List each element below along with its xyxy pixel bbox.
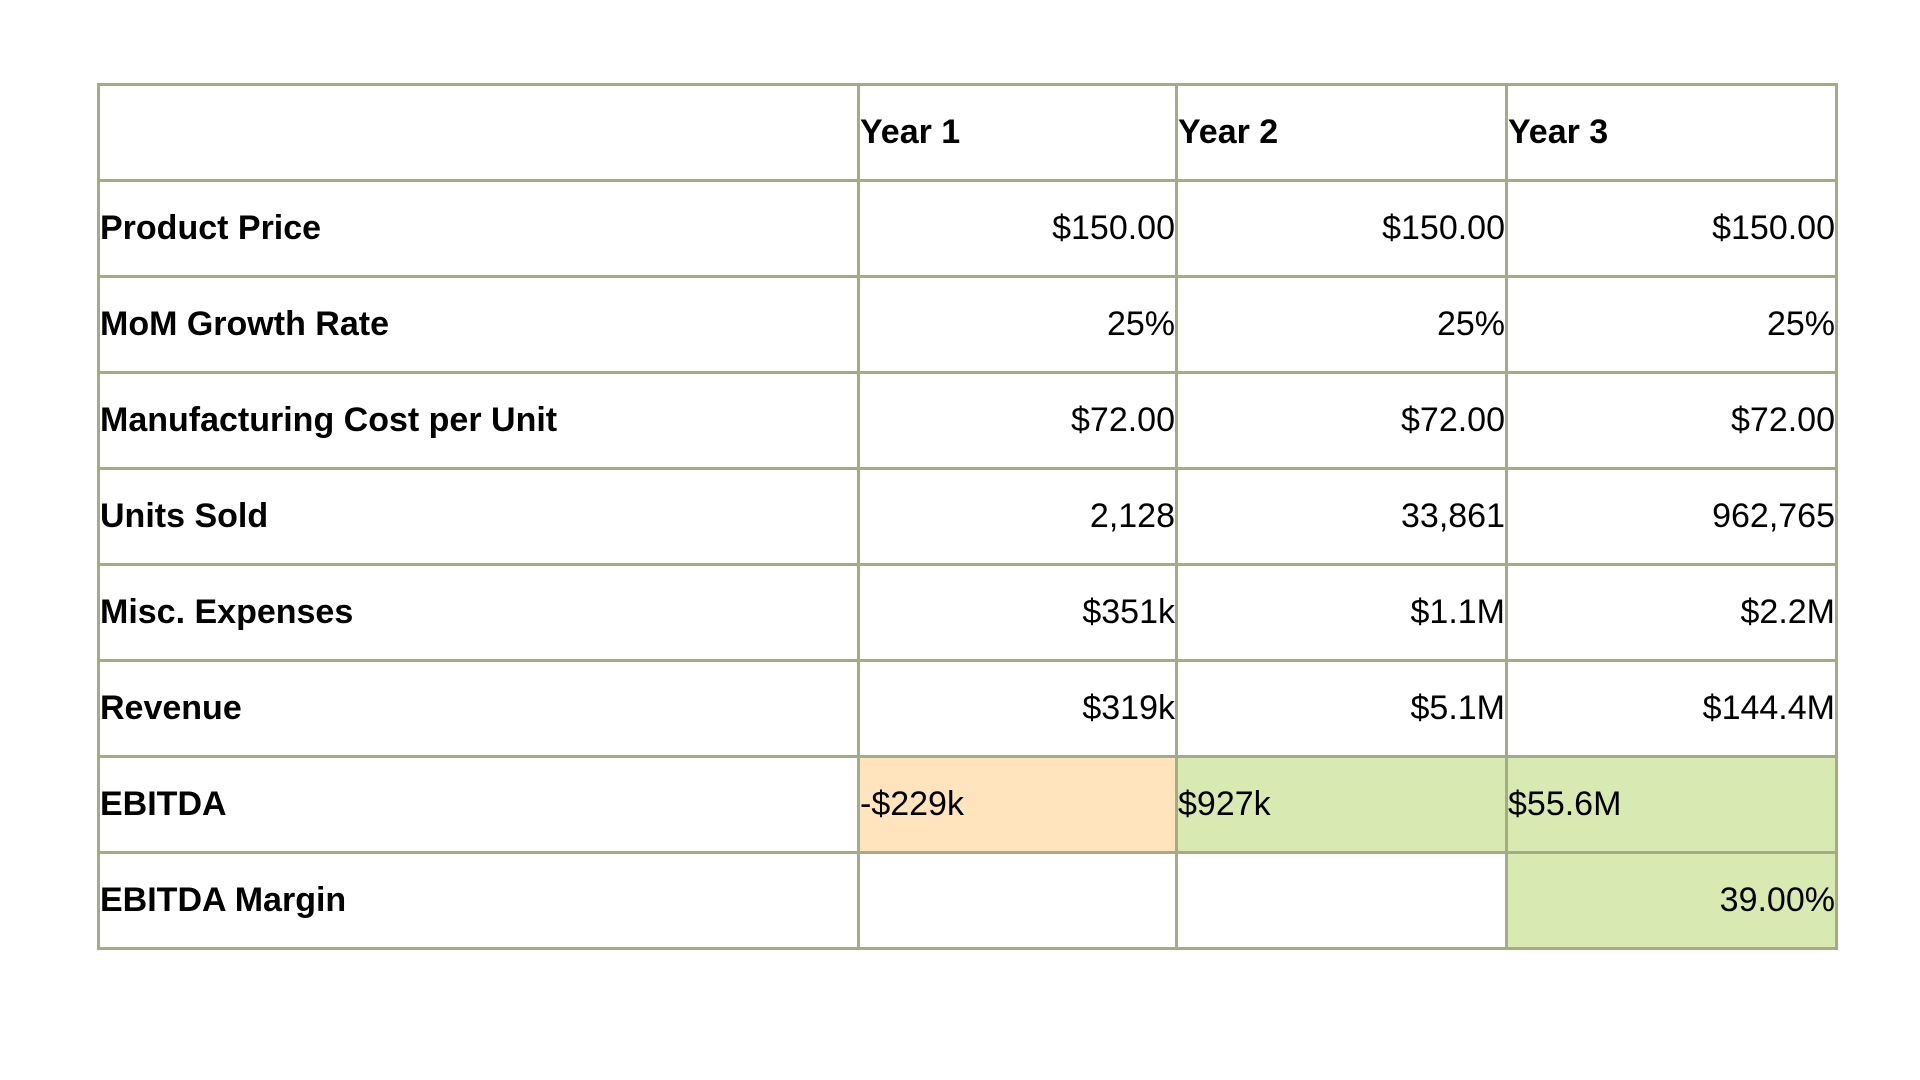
financial-projection-table: Year 1 Year 2 Year 3 Product Price $150.…	[97, 83, 1838, 950]
ebitda-positive-cell: $55.6M	[1505, 755, 1838, 854]
ebitda-margin-row: EBITDA Margin 39.00%	[97, 851, 1838, 950]
header-year-1: Year 1	[857, 83, 1178, 182]
row-label: EBITDA Margin	[97, 851, 860, 950]
header-cell-empty	[97, 83, 860, 182]
table-cell: $144.4M	[1505, 659, 1838, 758]
table-cell: $1.1M	[1175, 563, 1508, 662]
table-cell: 25%	[1175, 275, 1508, 374]
table-cell: $319k	[857, 659, 1178, 758]
table-cell: $72.00	[1175, 371, 1508, 470]
table-cell: 25%	[857, 275, 1178, 374]
ebitda-positive-cell: $927k	[1175, 755, 1508, 854]
row-label: Product Price	[97, 179, 860, 278]
header-row: Year 1 Year 2 Year 3	[97, 83, 1838, 182]
table-cell: 33,861	[1175, 467, 1508, 566]
row-label: EBITDA	[97, 755, 860, 854]
header-year-3: Year 3	[1505, 83, 1838, 182]
table-row: Units Sold 2,128 33,861 962,765	[97, 467, 1838, 566]
table-row: Revenue $319k $5.1M $144.4M	[97, 659, 1838, 758]
table-cell: 2,128	[857, 467, 1178, 566]
row-label: Revenue	[97, 659, 860, 758]
ebitda-margin-cell: 39.00%	[1505, 851, 1838, 950]
row-label: MoM Growth Rate	[97, 275, 860, 374]
ebitda-negative-cell: -$229k	[857, 755, 1178, 854]
table-cell: $5.1M	[1175, 659, 1508, 758]
table-row: MoM Growth Rate 25% 25% 25%	[97, 275, 1838, 374]
table-row: Misc. Expenses $351k $1.1M $2.2M	[97, 563, 1838, 662]
table-cell: 962,765	[1505, 467, 1838, 566]
table-cell: 25%	[1505, 275, 1838, 374]
table-cell: $150.00	[857, 179, 1178, 278]
header-year-2: Year 2	[1175, 83, 1508, 182]
table-cell: $72.00	[1505, 371, 1838, 470]
row-label: Units Sold	[97, 467, 860, 566]
table-cell	[1175, 851, 1508, 950]
table-row: Manufacturing Cost per Unit $72.00 $72.0…	[97, 371, 1838, 470]
table-row: Product Price $150.00 $150.00 $150.00	[97, 179, 1838, 278]
table-cell: $72.00	[857, 371, 1178, 470]
row-label: Manufacturing Cost per Unit	[97, 371, 860, 470]
ebitda-row: EBITDA -$229k $927k $55.6M	[97, 755, 1838, 854]
table-cell	[857, 851, 1178, 950]
row-label: Misc. Expenses	[97, 563, 860, 662]
table-cell: $150.00	[1505, 179, 1838, 278]
table-cell: $150.00	[1175, 179, 1508, 278]
table-cell: $2.2M	[1505, 563, 1838, 662]
table-cell: $351k	[857, 563, 1178, 662]
